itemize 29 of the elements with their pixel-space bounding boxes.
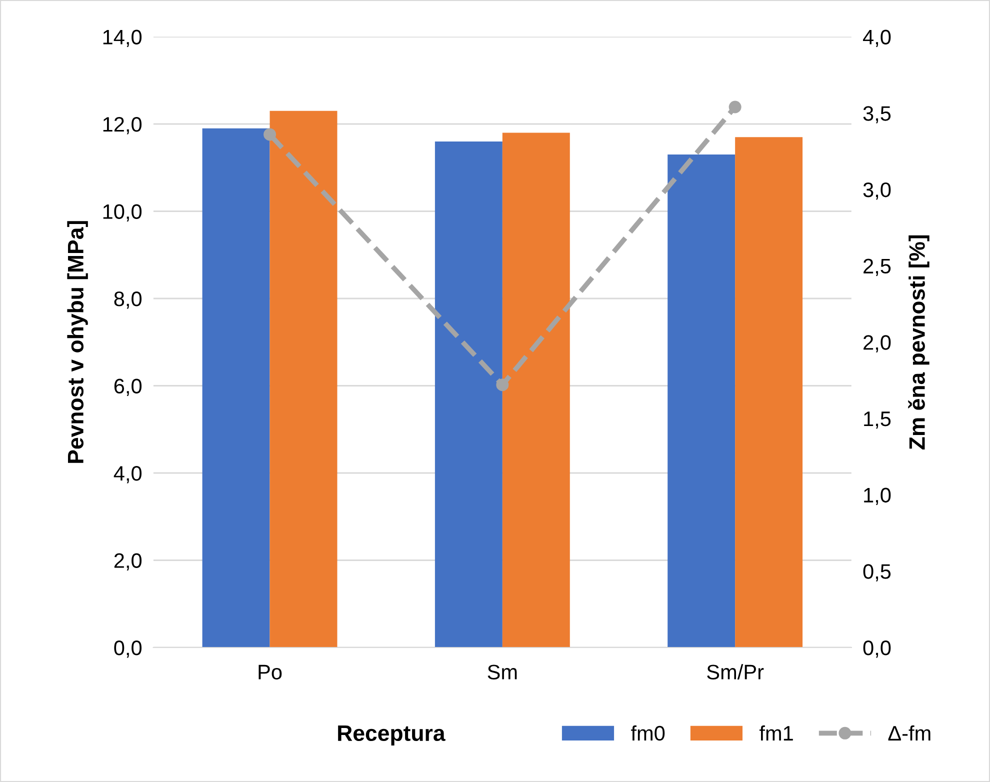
y-tick-label: 2,0 xyxy=(114,553,142,570)
x-tick-label: Sm/Pr xyxy=(707,664,764,680)
legend-label: Δ-fm xyxy=(888,725,930,740)
y2-tick-label: 2,0 xyxy=(864,335,891,352)
y2-tick-label: 3,5 xyxy=(863,106,891,124)
point xyxy=(496,378,509,392)
y2-tick-label: 0,0 xyxy=(863,640,891,658)
x-tick-label: Po xyxy=(258,664,282,680)
point xyxy=(728,100,742,114)
y-tick-label: 6,0 xyxy=(114,378,142,396)
point xyxy=(264,128,276,141)
y2-tick-label: 1,5 xyxy=(864,412,891,429)
y2-tick-label: 3,0 xyxy=(863,182,891,200)
y2-tick-label: 1,0 xyxy=(864,488,891,506)
y-axis-title: Pevnost v ohybu [MPa] xyxy=(67,221,88,463)
y-tick-label: 12,0 xyxy=(103,117,142,134)
y2-tick-label: 0,5 xyxy=(863,564,891,582)
y-tick-label: 4,0 xyxy=(114,466,142,484)
y-tick-label: 10,0 xyxy=(103,204,142,222)
y2-tick-label: 4,0 xyxy=(862,30,891,47)
y2-tick-label: 2,5 xyxy=(864,258,891,276)
x-axis-title: Receptura xyxy=(338,726,446,746)
y2-axis-title: Zm ěna pevnosti [%] xyxy=(908,235,930,450)
y-tick-label: 0,0 xyxy=(114,640,142,658)
legend-label: fm1 xyxy=(759,725,793,740)
y-tick-label: 14,0 xyxy=(103,30,142,47)
x-tick-label: Sm xyxy=(488,664,517,680)
y-tick-label: 8,0 xyxy=(114,292,142,309)
legend-label: fm0 xyxy=(631,725,665,741)
